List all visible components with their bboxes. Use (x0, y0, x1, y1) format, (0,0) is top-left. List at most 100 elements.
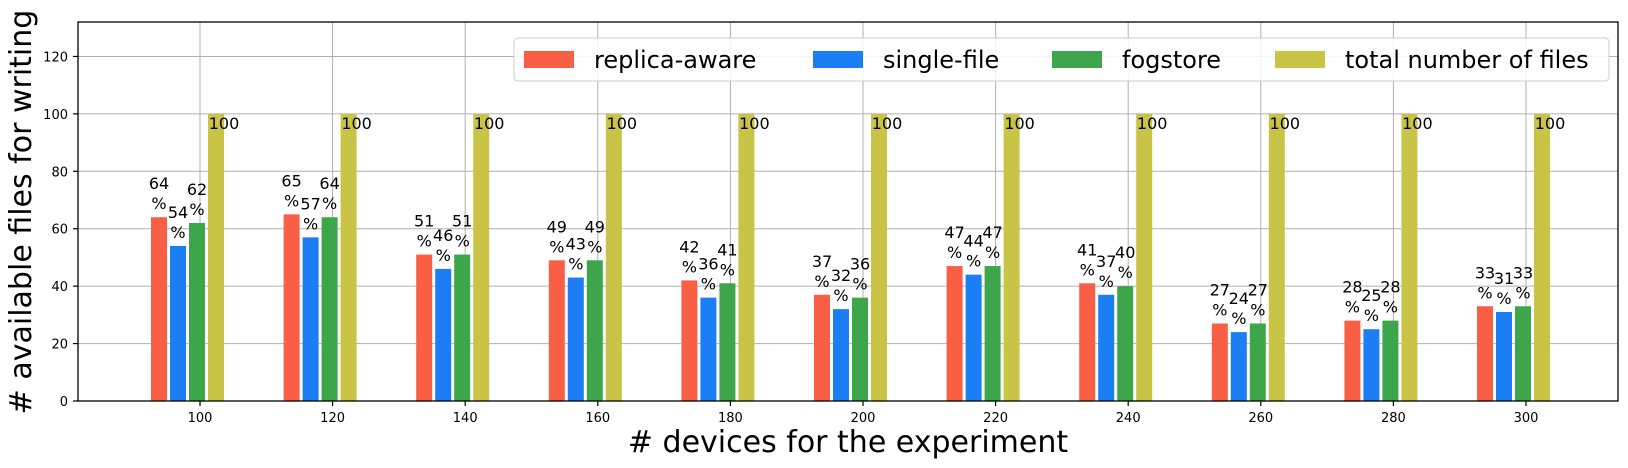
bar (435, 268, 452, 401)
bar (1098, 294, 1115, 401)
bar-value-label: 25% (1361, 286, 1381, 325)
bar-value-label: 64% (149, 174, 169, 213)
bar (700, 297, 717, 401)
bar-value-label: 100 (209, 114, 240, 133)
bar-value-label: 27% (1248, 280, 1268, 319)
bar-value-label: 51% (414, 212, 434, 251)
bar-value-label: 100 (474, 114, 505, 133)
x-tick-label: 300 (1514, 411, 1539, 426)
bar-value-label: 24% (1229, 289, 1249, 328)
bar (548, 260, 565, 401)
bar (1515, 306, 1531, 401)
bar-value-label: 33% (1475, 263, 1495, 302)
bar (283, 214, 300, 401)
bar-value-label: 32% (831, 266, 851, 305)
x-tick-label: 100 (188, 411, 213, 426)
bar-value-label: 64% (319, 174, 339, 213)
legend-swatch (813, 51, 863, 68)
bar-value-label: 43% (566, 235, 586, 274)
bar-value-label: 37% (1096, 252, 1116, 291)
bar-value-label: 28% (1342, 278, 1362, 317)
bar-value-label: 49% (585, 217, 605, 256)
bar-value-label: 100 (1270, 114, 1301, 133)
bar (1534, 113, 1550, 401)
bar-value-label: 57% (300, 194, 320, 233)
bars (151, 113, 1550, 401)
data-labels: 64 % 65 % 51 % 49% 42% 37 % 47% 41 % 27 % 28 % 33 % 54 % 57 % 4… (149, 114, 1565, 328)
bar-value-label: 100 (1004, 114, 1035, 133)
bar-value-label: 33% (1513, 263, 1533, 302)
y-tick-label: 60 (51, 223, 68, 238)
bar (871, 113, 887, 401)
bar (1268, 113, 1285, 401)
x-tick-label: 280 (1381, 411, 1406, 426)
y-tick-label: 120 (43, 50, 68, 65)
legend-swatch (1052, 51, 1102, 68)
x-tick-label: 240 (1116, 411, 1141, 426)
bar (454, 254, 471, 401)
bar (681, 280, 698, 401)
bar-value-label: 62% (187, 180, 207, 219)
bar-value-label: 49% (547, 217, 567, 256)
bar (852, 297, 868, 401)
bar-value-label: 37% (812, 252, 832, 291)
y-tick-label: 20 (51, 338, 68, 353)
bar (340, 113, 357, 401)
bar-value-label: 31% (1494, 269, 1514, 308)
axis-ticks: 0 20 40 60 80 100 120 100 120 140 160 180 200 220 240 2… (43, 50, 1538, 426)
x-tick-label: 160 (585, 411, 610, 426)
bar (1249, 323, 1266, 401)
bar-value-label: 47% (944, 223, 964, 262)
bar (189, 222, 205, 401)
y-tick-label: 40 (51, 280, 68, 295)
bar (1344, 320, 1361, 401)
bar-value-label: 100 (739, 114, 770, 133)
bar-value-label: 100 (1535, 114, 1566, 133)
x-tick-label: 140 (453, 411, 478, 426)
bar (302, 237, 319, 401)
bar-value-label: 28% (1380, 278, 1400, 317)
x-tick-label: 120 (320, 411, 345, 426)
bar-value-label: 40% (1115, 243, 1135, 282)
x-tick-label: 220 (983, 411, 1008, 426)
bar-value-label: 65% (281, 171, 301, 210)
bar (1230, 332, 1247, 401)
bar-value-label: 36% (698, 255, 718, 294)
bar-value-label: 100 (872, 114, 903, 133)
bar (984, 266, 1001, 401)
bar (170, 245, 186, 401)
bar (946, 266, 963, 401)
legend-swatch (1275, 51, 1325, 68)
bar (1117, 286, 1134, 401)
bar-value-label: 42% (679, 237, 699, 276)
bar (151, 217, 167, 401)
bar-value-label: 100 (341, 114, 372, 133)
bar-value-label: 41% (1077, 240, 1097, 279)
legend-swatch (524, 51, 574, 68)
bar (416, 254, 433, 401)
bar (567, 277, 584, 401)
bar (965, 274, 982, 401)
x-tick-label: 260 (1248, 411, 1273, 426)
legend-label: replica-aware (594, 46, 756, 74)
bar (605, 113, 622, 401)
bar (1401, 113, 1418, 401)
bar-value-label: 100 (1402, 114, 1433, 133)
bar-value-label: 54% (168, 203, 188, 242)
bar-value-label: 27% (1210, 280, 1230, 319)
y-tick-label: 100 (43, 108, 68, 123)
bar (719, 283, 736, 401)
bar-value-label: 41% (717, 240, 737, 279)
bar (1079, 283, 1096, 401)
bar (738, 113, 755, 401)
bar (1477, 306, 1493, 401)
bar (586, 260, 603, 401)
x-axis-label: # devices for the experiment (628, 425, 1068, 460)
bar (814, 294, 830, 401)
bar-value-label: 100 (1137, 114, 1168, 133)
x-tick-label: 180 (718, 411, 743, 426)
bar (833, 309, 849, 401)
legend-label: fogstore (1122, 46, 1221, 74)
legend-label: total number of files (1345, 46, 1589, 74)
